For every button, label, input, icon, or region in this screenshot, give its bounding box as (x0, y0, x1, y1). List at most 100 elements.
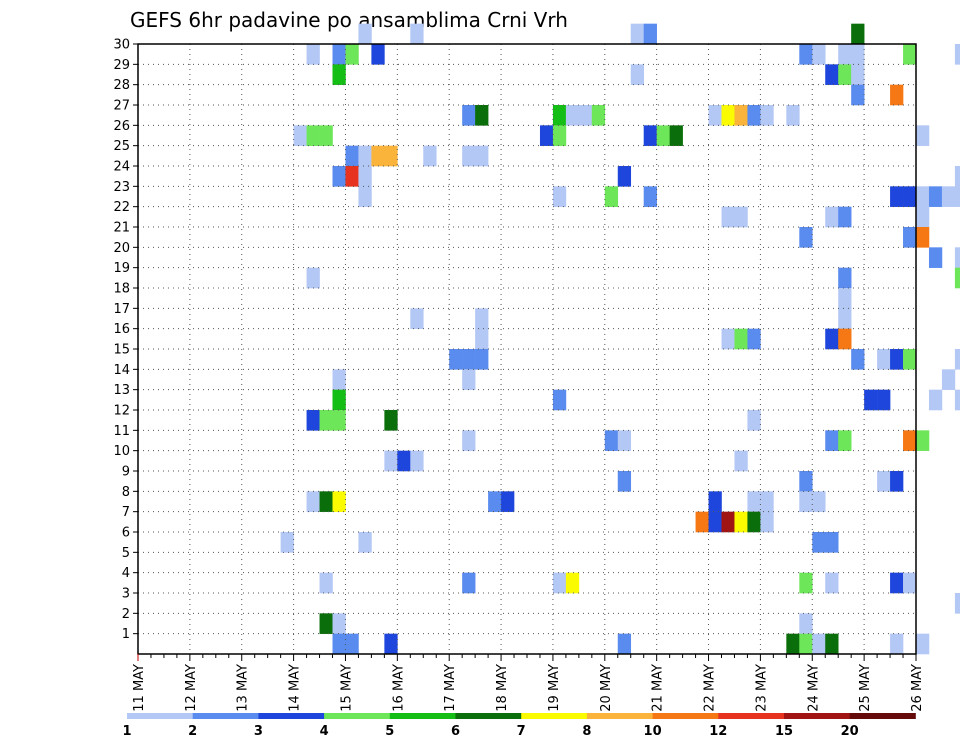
heatmap-cell (280, 532, 294, 553)
heatmap-cell (656, 125, 670, 146)
heatmap-cell (825, 430, 839, 451)
x-tick-label: 15 MAY (339, 664, 354, 712)
heatmap-cell (890, 349, 904, 370)
y-tick-label: 4 (122, 566, 130, 581)
heatmap-cell (475, 349, 489, 370)
heatmap-cell (734, 511, 748, 533)
x-tick-label: 19 MAY (547, 664, 562, 712)
legend-swatch (849, 713, 916, 719)
heatmap-cell (721, 105, 735, 126)
heatmap-cell (941, 186, 956, 207)
heatmap-cell (384, 410, 398, 431)
heatmap-cell (462, 430, 476, 451)
y-tick-label: 15 (113, 343, 130, 358)
heatmap-cell (903, 44, 917, 65)
heatmap-cell (825, 532, 839, 553)
heatmap-cell (384, 450, 398, 472)
heatmap-cell (903, 227, 917, 248)
heatmap-cell (358, 186, 372, 207)
legend-swatch (389, 713, 456, 719)
heatmap-cell (825, 572, 839, 594)
y-tick-label: 9 (122, 465, 130, 480)
heatmap-cell (799, 572, 813, 594)
heatmap-cell (954, 186, 960, 207)
legend-swatch (652, 713, 719, 719)
x-axis: 11 MAY 12 MAY 13 MAY 14 MAY 15 MAY 16 MAY 17 M… (132, 654, 925, 712)
y-tick-label: 22 (113, 200, 130, 215)
y-tick-label: 2 (122, 607, 130, 622)
heatmap-cell (708, 511, 722, 533)
heatmap-cell (928, 186, 943, 207)
heatmap-cell (475, 328, 489, 350)
heatmap-cell (345, 633, 359, 655)
heatmap-cell (319, 613, 333, 634)
legend-swatch (455, 713, 522, 719)
y-tick-label: 7 (122, 505, 130, 520)
heatmap-cell (877, 389, 891, 411)
y-tick-label: 11 (113, 424, 130, 439)
heatmap-cell (630, 23, 644, 45)
legend-swatch (784, 713, 851, 719)
y-tick-label: 24 (113, 160, 130, 175)
x-tick-label: 25 MAY (858, 664, 873, 712)
heatmap-cell (604, 186, 619, 207)
x-tick-label: 24 MAY (806, 664, 821, 712)
heatmap-cell (423, 145, 437, 167)
legend-swatch (127, 713, 194, 719)
grid-lines (138, 44, 916, 654)
x-tick-label: 21 MAY (651, 664, 666, 712)
heatmap-cell (358, 23, 372, 45)
color-legend: 1 2 3 4 5 6 7 8 10 12 15 20 (122, 713, 916, 739)
heatmap-cell (747, 511, 761, 533)
heatmap-cell (825, 328, 839, 350)
heatmap-cell (954, 389, 960, 411)
heatmap-cell (345, 44, 359, 65)
heatmap-cell (941, 369, 956, 390)
heatmap-cell (397, 450, 411, 472)
heatmap-cell (319, 410, 333, 431)
heatmap-cell (851, 44, 865, 65)
heatmap-cell (734, 206, 748, 228)
legend-label: 3 (254, 724, 263, 739)
legend-swatch (192, 713, 259, 719)
x-tick-label: 20 MAY (599, 664, 614, 712)
heatmap-cell (838, 267, 852, 289)
legend-label: 20 (841, 724, 859, 739)
heatmap-cell (954, 593, 960, 614)
heatmap-cell (825, 64, 839, 85)
heatmap-cell (552, 389, 567, 411)
heatmap-cell (552, 105, 567, 126)
heatmap-cell (319, 491, 333, 512)
y-tick-label: 6 (122, 526, 130, 541)
y-tick-label: 27 (113, 99, 130, 114)
x-tick-label: 17 MAY (443, 664, 458, 712)
x-tick-label: 11 MAY (132, 664, 147, 712)
heatmap-cell (877, 471, 891, 492)
heatmap-cell (332, 491, 346, 512)
heatmap-cell (812, 633, 826, 655)
legend-swatch (521, 713, 588, 719)
heatmap-cell (877, 349, 891, 370)
legend-label: 4 (320, 724, 329, 739)
heatmap-cell (371, 145, 385, 167)
heatmap-cell (851, 84, 865, 106)
y-tick-label: 3 (122, 587, 130, 602)
heatmap-cell (358, 145, 372, 167)
heatmap-cell (799, 471, 813, 492)
y-tick-label: 26 (113, 119, 130, 134)
heatmap-cell (851, 64, 865, 85)
heatmap-cell (630, 64, 644, 85)
heatmap-cell (345, 145, 359, 167)
heatmap-cell (410, 450, 424, 472)
heatmap-cell (760, 105, 774, 126)
x-tick-label: 22 MAY (703, 664, 718, 712)
heatmap-cell (695, 511, 709, 533)
heatmap-cell (332, 64, 346, 85)
heatmap-cell (617, 633, 632, 655)
legend-label: 7 (517, 724, 526, 739)
heatmap-cell (475, 145, 489, 167)
heatmap-cell (760, 511, 774, 533)
heatmap-cell (306, 44, 320, 65)
heatmap-cell (747, 491, 761, 512)
y-tick-label: 10 (113, 444, 130, 459)
